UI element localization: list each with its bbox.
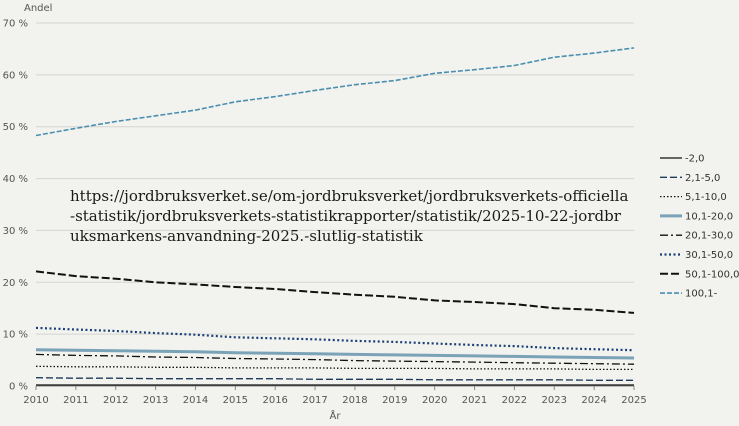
y-tick-label: 50 % [3,122,28,133]
x-tick-label: 2013 [143,395,168,406]
x-axis-title: År [330,409,342,422]
x-tick-label: 2014 [183,395,208,406]
legend-label: -2,0 [685,154,705,165]
x-tick-label: 2019 [382,395,407,406]
legend-label: 2,1-5,0 [685,173,720,184]
legend: -2,0 2,1-5,0 5,1-10,0 10,1-20,0 20,1-30,0 30,… [660,154,739,300]
y-tick-label: 20 % [3,278,28,289]
legend-label: 100,1- [685,289,718,300]
y-tick-label: 10 % [3,330,28,341]
x-tick-label: 2022 [502,395,527,406]
x-tick-label: 2020 [422,395,447,406]
series-line [35,348,635,360]
gridlines [36,22,634,387]
y-tick-label: 70 % [3,19,28,30]
x-tick-label: 2024 [581,395,606,406]
data-series [35,47,635,386]
x-tick-label: 2023 [542,395,567,406]
x-tick-label: 2017 [302,395,327,406]
y-tick-label: 40 % [3,174,28,185]
x-tick-label: 2018 [342,395,367,406]
source-url-annotation: https://jordbruksverket.se/om-jordbruksv… [70,187,629,245]
x-tick-label: 2016 [262,395,287,406]
x-tick-label: 2012 [103,395,128,406]
x-tick-label: 2025 [621,395,646,406]
x-tick-label: 2010 [23,395,48,406]
x-tick-label: 2011 [63,395,88,406]
series-line [35,326,635,352]
series-line [35,377,634,381]
series-line [35,270,635,314]
series-line [35,365,634,371]
series-line [35,353,635,365]
legend-label: 20,1-30,0 [685,231,733,242]
x-tick-label: 2015 [223,395,248,406]
x-tick-label: 2021 [462,395,487,406]
x-axis-ticks: 2010 2011 2012 2013 2014 2015 2016 2017 2018 2019… [23,386,647,406]
y-axis-ticks: 0 % 10 % 20 % 30 % 40 % 50 % 60 % 70 % [3,19,28,393]
legend-label: 50,1-100,0 [685,269,739,280]
y-tick-label: 0 % [9,382,28,393]
legend-label: 30,1-50,0 [685,250,733,261]
y-tick-label: 60 % [3,70,28,81]
y-tick-label: 30 % [3,226,28,237]
y-axis-title: Andel [24,3,52,14]
legend-label: 10,1-20,0 [685,211,733,222]
series-line [35,47,635,137]
legend-label: 5,1-10,0 [685,192,727,203]
